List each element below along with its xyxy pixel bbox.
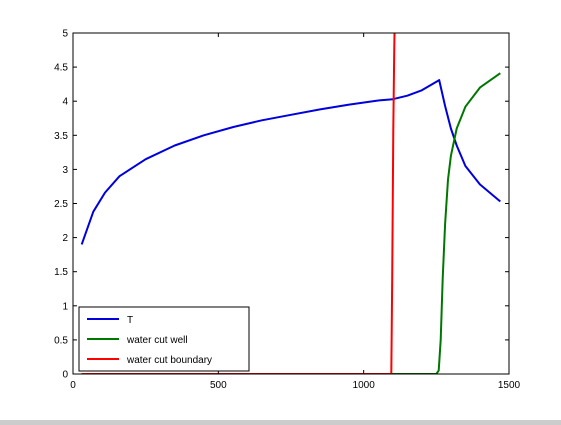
x-tick-label: 1000 xyxy=(353,380,376,391)
x-tick-label: 500 xyxy=(210,380,227,391)
series-line-0 xyxy=(80,79,501,245)
y-tick-label: 0.5 xyxy=(54,335,68,346)
y-tick-label: 4 xyxy=(62,97,68,108)
y-tick-label: 5 xyxy=(62,29,68,40)
y-tick-label: 4.5 xyxy=(54,63,68,74)
legend-label-0: T xyxy=(127,315,133,326)
legend-label-2: water cut boundary xyxy=(126,355,212,366)
x-tick-label: 1500 xyxy=(498,380,521,391)
y-tick-label: 3 xyxy=(62,165,68,176)
y-tick-label: 2.5 xyxy=(54,199,68,210)
y-tick-label: 1.5 xyxy=(54,267,68,278)
series-line-1 xyxy=(81,72,501,374)
y-tick-label: 0 xyxy=(62,370,68,381)
legend-label-1: water cut well xyxy=(126,335,188,346)
y-tick-label: 2 xyxy=(62,233,68,244)
x-tick-label: 0 xyxy=(70,380,76,391)
y-tick-label: 3.5 xyxy=(54,131,68,142)
y-tick-label: 1 xyxy=(62,301,68,312)
series-line-2 xyxy=(81,33,396,374)
